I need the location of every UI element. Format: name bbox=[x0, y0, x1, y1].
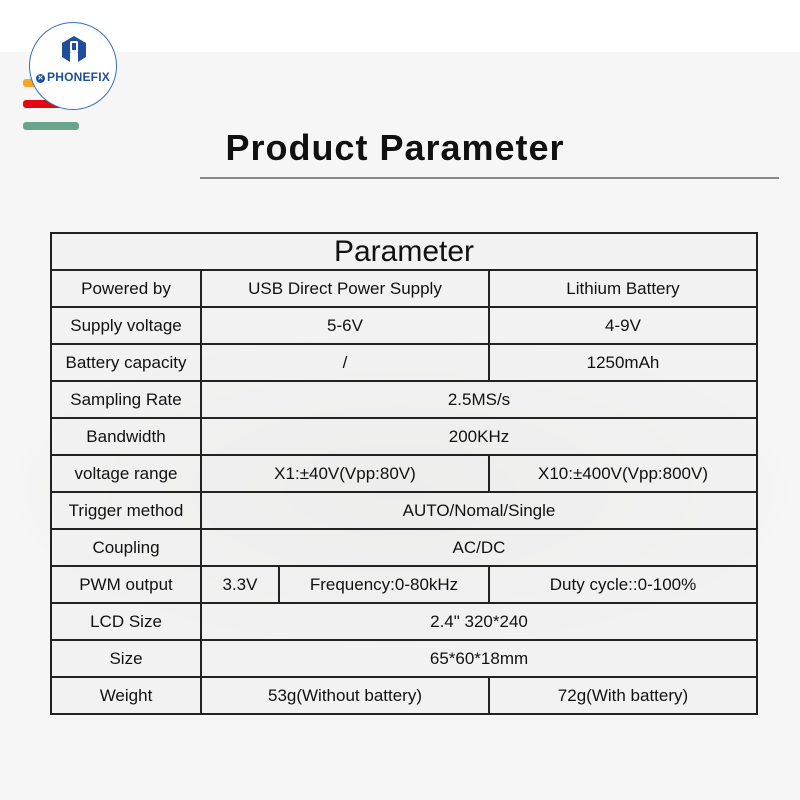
row-label: Powered by bbox=[50, 269, 202, 308]
row-label: Coupling bbox=[50, 528, 202, 567]
row-value: Duty cycle::0-100% bbox=[488, 565, 758, 604]
row-value: 1250mAh bbox=[488, 343, 758, 382]
row-label: voltage range bbox=[50, 454, 202, 493]
row-value: 5-6V bbox=[200, 306, 490, 345]
row-value: 72g(With battery) bbox=[488, 676, 758, 715]
row-value: 65*60*18mm bbox=[200, 639, 758, 678]
table-row: Size 65*60*18mm bbox=[50, 639, 758, 678]
row-label: Bandwidth bbox=[50, 417, 202, 456]
top-band bbox=[0, 0, 800, 52]
row-value: / bbox=[200, 343, 490, 382]
page-title: Product Parameter bbox=[225, 127, 565, 168]
table-row: Coupling AC/DC bbox=[50, 528, 758, 567]
row-value: AUTO/Nomal/Single bbox=[200, 491, 758, 530]
table-row: Supply voltage 5-6V 4-9V bbox=[50, 306, 758, 345]
table-header-row: Parameter bbox=[50, 232, 758, 271]
row-label: PWM output bbox=[50, 565, 202, 604]
row-label: Sampling Rate bbox=[50, 380, 202, 419]
table-row: Weight 53g(Without battery) 72g(With batte… bbox=[50, 676, 758, 715]
table-row: voltage range X1:±40V(Vpp:80V) X10:±400V(V… bbox=[50, 454, 758, 493]
row-label: Battery capacity bbox=[50, 343, 202, 382]
row-value: 2.5MS/s bbox=[200, 380, 758, 419]
row-label: Trigger method bbox=[50, 491, 202, 530]
logo-brand-text: ✕ PHONEFIX bbox=[36, 70, 110, 84]
parameter-table: Parameter Powered by USB Direct Power Sup… bbox=[50, 232, 758, 715]
row-label: LCD Size bbox=[50, 602, 202, 641]
table-header: Parameter bbox=[50, 232, 758, 271]
row-value: 3.3V bbox=[200, 565, 280, 604]
row-label: Size bbox=[50, 639, 202, 678]
row-value: Lithium Battery bbox=[488, 269, 758, 308]
row-value: USB Direct Power Supply bbox=[200, 269, 490, 308]
table-row: PWM output 3.3V Frequency:0-80kHz Duty cycl… bbox=[50, 565, 758, 604]
table-row: Trigger method AUTO/Nomal/Single bbox=[50, 491, 758, 530]
wrench-phone-icon bbox=[62, 36, 86, 62]
accent-bar-red bbox=[23, 100, 63, 108]
table-row: Battery capacity/1250mAh bbox=[50, 343, 758, 382]
row-label: Weight bbox=[50, 676, 202, 715]
row-value: X10:±400V(Vpp:800V) bbox=[488, 454, 758, 493]
logo-brand: PHONEFIX bbox=[47, 70, 110, 84]
row-value: Frequency:0-80kHz bbox=[278, 565, 490, 604]
title-underline bbox=[200, 177, 779, 179]
table-row: Powered by USB Direct Power Supply Lithium… bbox=[50, 269, 758, 308]
row-label: Supply voltage bbox=[50, 306, 202, 345]
row-value: 200KHz bbox=[200, 417, 758, 456]
table-row: LCD Size 2.4" 320*240 bbox=[50, 602, 758, 641]
row-value: AC/DC bbox=[200, 528, 758, 567]
table-row: Bandwidth 200KHz bbox=[50, 417, 758, 456]
accent-bar-green bbox=[23, 122, 79, 130]
row-value: 53g(Without battery) bbox=[200, 676, 490, 715]
row-value: X1:±40V(Vpp:80V) bbox=[200, 454, 490, 493]
phonefix-logo: ✕ PHONEFIX bbox=[29, 22, 117, 110]
table-row: Sampling Rate 2.5MS/s bbox=[50, 380, 758, 419]
row-value: 4-9V bbox=[488, 306, 758, 345]
row-value: 2.4" 320*240 bbox=[200, 602, 758, 641]
